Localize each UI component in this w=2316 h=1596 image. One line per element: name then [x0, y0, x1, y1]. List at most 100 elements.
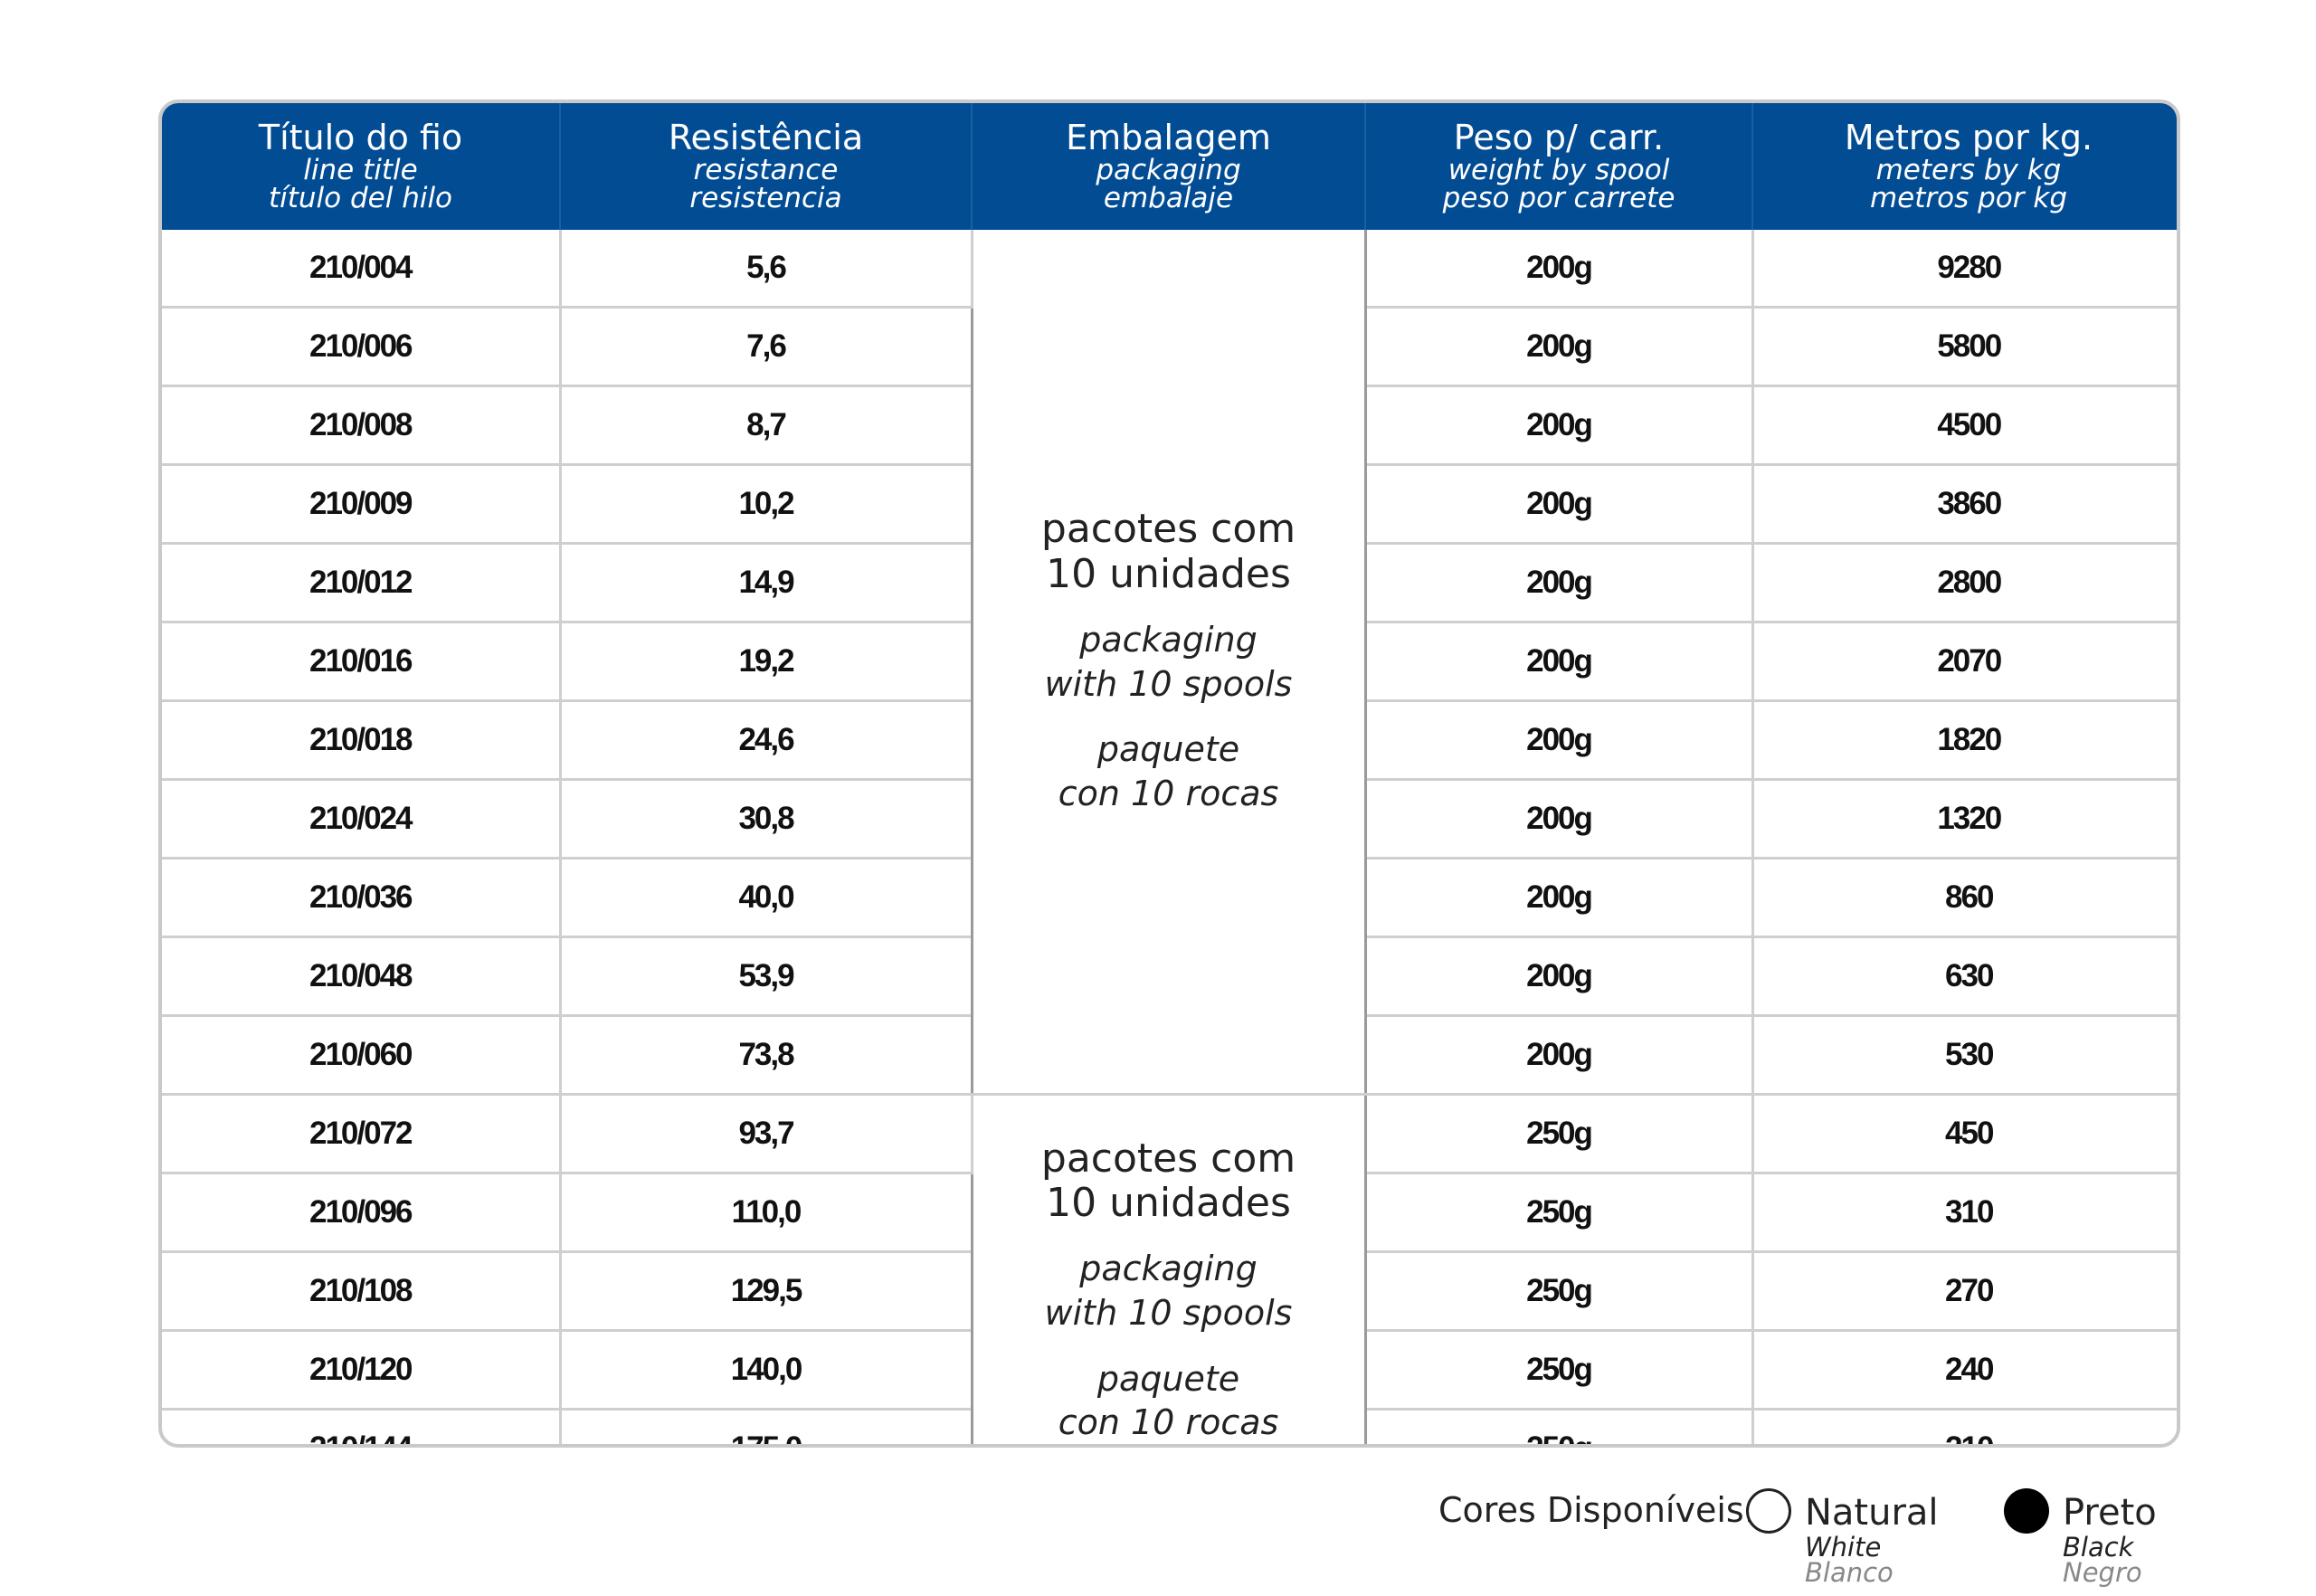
color-es-negro: Negro — [2063, 1557, 2142, 1588]
cell-weight: 200g — [1365, 858, 1754, 938]
table-header: Título do fio line title título del hilo… — [162, 103, 2177, 230]
cell-resistance: 10,2 — [560, 464, 973, 545]
cell-meters: 530 — [1752, 1015, 2177, 1096]
cell-meters: 1320 — [1752, 779, 2177, 860]
colors-label: Cores Disponíveis: — [1438, 1490, 1756, 1530]
packaging-en-line: packaging — [1079, 620, 1258, 660]
table-body: 210/004 5,6 pacotes com 10 unidades packagin… — [162, 230, 2177, 1444]
spec-table-container: Título do fio line title título del hilo… — [158, 100, 2180, 1448]
header-main: Metros por kg. — [1844, 118, 2093, 157]
table-row: 210/024 30,8 200g 1320 — [162, 779, 2177, 860]
packaging-pt-line: pacotes com — [1040, 506, 1296, 553]
cell-weight: 200g — [1365, 543, 1754, 623]
cell-meters: 5800 — [1752, 307, 2177, 387]
cell-line-title: 210/144 — [162, 1409, 562, 1444]
cell-weight: 200g — [1365, 936, 1754, 1017]
packaging-es: paquete con 10 rocas — [973, 1357, 1364, 1444]
spec-table: Título do fio line title título del hilo… — [162, 103, 2177, 1444]
cell-weight: 200g — [1365, 622, 1754, 702]
cell-weight: 200g — [1365, 700, 1754, 781]
cell-weight: 250g — [1365, 1409, 1754, 1444]
cell-resistance: 73,8 — [560, 1015, 973, 1096]
packaging-en-line: packaging — [1079, 1249, 1258, 1289]
cell-resistance: 140,0 — [560, 1330, 973, 1411]
header-meters: Metros por kg. meters by kg metros por k… — [1752, 103, 2177, 230]
cell-weight: 200g — [1365, 230, 1754, 309]
packaging-pt-line: pacotes com — [1040, 1135, 1296, 1182]
color-en-black: Black — [2063, 1532, 2134, 1563]
cell-resistance: 24,6 — [560, 700, 973, 781]
cell-meters: 9280 — [1752, 230, 2177, 309]
cell-weight: 200g — [1365, 464, 1754, 545]
cell-weight: 200g — [1365, 1015, 1754, 1096]
packaging-es-line: paquete — [1096, 729, 1240, 770]
table-row: 210/144175,0 250g210 — [162, 1409, 2177, 1444]
color-name-natural: Natural — [1805, 1492, 1939, 1534]
cell-meters: 1820 — [1752, 700, 2177, 781]
cell-resistance: 93,7 — [560, 1094, 973, 1174]
packaging-en-line: with 10 spools — [1044, 663, 1293, 704]
header-main: Título do fio — [258, 118, 463, 157]
table-row: 210/060 73,8 200g 530 — [162, 1015, 2177, 1096]
cell-resistance: 110,0 — [560, 1173, 973, 1253]
cell-resistance: 5,6 — [560, 230, 973, 309]
cell-meters: 860 — [1752, 858, 2177, 938]
cell-line-title: 210/008 — [162, 385, 562, 466]
header-es: embalaje — [1103, 182, 1234, 214]
cell-meters: 630 — [1752, 936, 2177, 1017]
table-row: 210/008 8,7 200g 4500 — [162, 385, 2177, 466]
packaging-es-line: paquete — [1096, 1358, 1240, 1399]
header-main: Embalagem — [1066, 118, 1271, 157]
color-en-white: White — [1805, 1532, 1882, 1563]
cell-meters: 270 — [1752, 1251, 2177, 1332]
header-en: weight by spool — [1448, 154, 1670, 186]
cell-weight: 250g — [1365, 1251, 1754, 1332]
table-row: 210/108 129,5 250g 270 — [162, 1251, 2177, 1332]
cell-weight: 200g — [1365, 779, 1754, 860]
header-en: packaging — [1096, 154, 1241, 186]
table-row: 210/096 110,0 250g 310 — [162, 1173, 2177, 1253]
cell-line-title: 210/096 — [162, 1173, 562, 1253]
header-main: Peso p/ carr. — [1453, 118, 1665, 157]
cell-weight: 200g — [1365, 307, 1754, 387]
header-es: metros por kg — [1869, 182, 2067, 214]
cell-resistance: 14,9 — [560, 543, 973, 623]
header-en: meters by kg — [1875, 154, 2062, 186]
table-row: 210/009 10,2 200g 3860 — [162, 464, 2177, 545]
packaging-en: packaging with 10 spools — [973, 618, 1364, 706]
cell-meters: 310 — [1752, 1173, 2177, 1253]
cell-line-title: 210/108 — [162, 1251, 562, 1332]
packaging-pt-line: 10 unidades — [1046, 550, 1291, 597]
cell-weight: 250g — [1365, 1094, 1754, 1174]
available-colors: Cores Disponíveis: Natural White Blanco … — [1438, 1479, 2253, 1588]
cell-meters: 4500 — [1752, 385, 2177, 466]
packaging-pt: pacotes com 10 unidades — [973, 507, 1364, 596]
table-row: 210/036 40,0 200g 860 — [162, 858, 2177, 938]
cell-resistance: 19,2 — [560, 622, 973, 702]
cell-line-title: 210/006 — [162, 307, 562, 387]
cell-weight: 250g — [1365, 1330, 1754, 1411]
cell-meters: 2070 — [1752, 622, 2177, 702]
header-es: peso por carrete — [1442, 182, 1675, 214]
header-resistance: Resistência resistance resistencia — [560, 103, 973, 230]
table-row: 210/048 53,9 200g 630 — [162, 936, 2177, 1017]
table-row: 210/016 19,2 200g 2070 — [162, 622, 2177, 702]
color-es-blanco: Blanco — [1805, 1557, 1894, 1588]
header-es: resistencia — [689, 182, 842, 214]
white-swatch-icon — [1746, 1488, 1791, 1534]
packaging-en-line: with 10 spools — [1044, 1292, 1293, 1333]
cell-line-title: 210/072 — [162, 1094, 562, 1174]
header-en: line title — [303, 154, 418, 186]
header-main: Resistência — [668, 118, 864, 157]
cell-meters: 450 — [1752, 1094, 2177, 1174]
cell-resistance: 30,8 — [560, 779, 973, 860]
cell-meters: 2800 — [1752, 543, 2177, 623]
packaging-en: packaging with 10 spools — [973, 1247, 1364, 1335]
header-packaging: Embalagem packaging embalaje — [972, 103, 1366, 230]
color-name-preto: Preto — [2063, 1492, 2157, 1534]
cell-meters: 3860 — [1752, 464, 2177, 545]
cell-resistance: 40,0 — [560, 858, 973, 938]
black-swatch-icon — [2004, 1488, 2049, 1534]
cell-line-title: 210/024 — [162, 779, 562, 860]
table-row: 210/072 93,7 pacotes com 10 unidades packagi… — [162, 1094, 2177, 1444]
